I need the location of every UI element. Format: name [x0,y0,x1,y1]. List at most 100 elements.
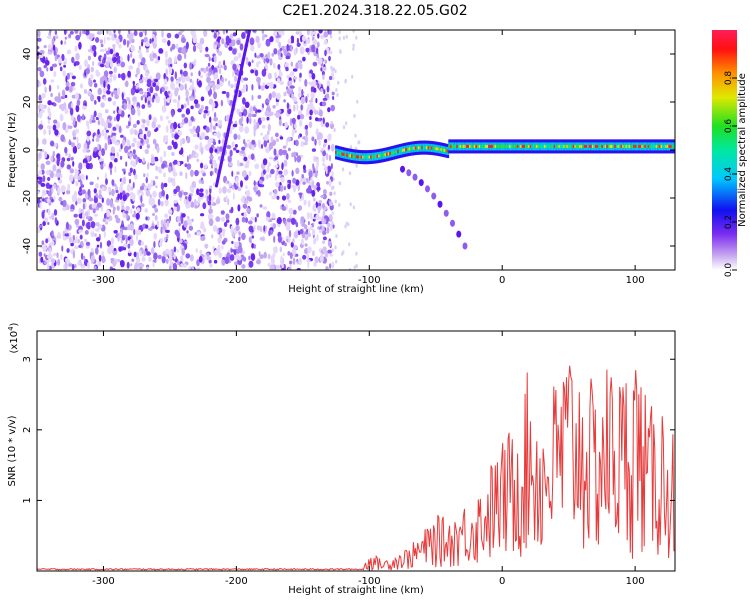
spectrogram-noise-speck [215,30,219,33]
spectrogram-noise-speck [213,132,217,137]
spectrogram-noise-speck [323,89,326,95]
spectrogram-noise-speck [96,202,102,208]
spectrogram-branch-blob [443,209,449,217]
spectrogram-noise-speck [53,119,58,124]
spectrogram-noise-speck [207,138,212,147]
spectrogram-carrier-core [457,144,461,148]
spectrogram-noise-speck [199,37,205,45]
spectrogram-noise-speck [279,80,284,86]
spectrogram-noise-speck [144,148,150,155]
spectrogram-noise-speck [179,161,184,165]
spectrogram-noise-speck [38,170,43,175]
spectrogram-noise-speck [283,99,286,103]
spectrogram-noise-speck [136,120,140,125]
spectrogram-noise-speck [143,133,147,140]
spectrogram-noise-speck [80,252,84,260]
spectrogram-noise-speck [47,51,52,55]
spectrogram-noise-speck [296,261,300,265]
spectrogram-noise-speck [228,162,233,167]
spectrogram-noise-speck [236,182,239,187]
spectrogram-noise-speck [65,86,70,91]
spectrogram-carrier-core [488,144,491,148]
spectrogram-noise-speck [185,253,191,259]
spectrogram-noise-speck [323,39,328,45]
spectrogram-noise-speck [123,176,126,185]
spectrogram-carrier-core [545,144,549,148]
spectrogram-noise-speck [124,210,129,214]
spectrogram-noise-speck [123,38,127,46]
spectrogram-noise-speck [139,31,143,38]
spectrogram-noise-speck [88,79,93,87]
spectrogram-noise-speck [296,37,299,45]
spectrogram-noise-speck [114,214,119,219]
spectrogram-noise-speck [249,107,253,112]
spectrogram-noise-speck [271,91,277,98]
spectrogram-noise-speck [238,246,243,254]
spectrogram-noise-speck [288,267,292,270]
spectrogram-noise-speck [297,205,303,211]
spectrogram-noise-speck [42,221,46,227]
spectrogram-noise-speck [283,168,288,176]
snr-multiplier: (x104) [7,322,20,353]
spectrogram-noise-speck [278,41,281,49]
spectrogram-noise-speck [64,128,69,133]
spectrogram-noise-speck [272,62,276,69]
spectrogram-noise-speck [133,168,136,176]
spectrogram-noise-speck [232,63,237,71]
spectrogram-noise-speck [83,162,87,167]
spectrogram-noise-speck [289,252,293,260]
spectrogram-noise-speck [192,45,197,52]
spectrogram-noise-speck [129,116,132,122]
spectrogram-noise-speck [285,66,289,72]
spectrogram-noise-speck [38,152,42,159]
spectrogram-noise-speck [64,40,67,45]
spectrogram-carrier-core [566,144,569,148]
spectrogram-noise-speck [100,48,105,53]
spectrogram-noise-speck [43,246,47,250]
spectrogram-noise-speck [199,188,204,193]
spectrogram-noise-speck [210,214,214,219]
spectrogram-noise-speck [62,206,67,212]
spectrogram-noise-speck [166,220,170,227]
spectrogram-noise-speck [59,254,63,260]
spectrogram-noise-speck [51,240,55,246]
spectrogram-noise-speck [43,129,47,136]
spectrogram-carrier-core [411,146,415,150]
spectrogram-noise-speck [128,171,132,177]
spectrogram-noise-speck [157,254,162,260]
spectrogram-noise-speck [165,229,170,233]
spectrogram-noise-speck [298,86,301,93]
spectrogram-noise-speck [206,256,212,261]
spectrogram-noise-speck [268,156,274,160]
spectrogram-noise-speck [64,258,69,263]
spectrogram-noise-speck [58,196,63,202]
spectrogram-noise-speck [123,226,128,231]
spectrogram-noise-speck [244,101,250,109]
spectrogram-noise-speck [254,216,257,223]
spectrogram-noise-speck [216,228,219,235]
spectrogram-noise-speck [189,128,192,132]
spectrogram-noise-speck [118,30,121,35]
spectrogram-carrier-core [646,144,649,148]
spectrogram-noise-speck [212,196,215,200]
spectrogram-noise-speck [251,147,255,151]
spectrogram-noise-speck [214,41,219,46]
spectrogram-noise-speck [138,53,143,59]
spectrogram-noise-speck [60,40,63,45]
spectrogram-noise-speck [191,33,197,39]
spectrogram-carrier-core [555,144,558,148]
spectrogram-noise-speck [232,192,235,201]
spectrogram-noise-speck [314,256,319,264]
spectrogram-noise-speck [229,33,234,39]
spectrogram-noise-speck [139,185,144,191]
spectrogram-noise-speck [212,182,216,187]
spectrogram-noise-speck [121,92,124,101]
spectrogram-carrier-core [440,148,443,152]
spectrogram-noise-speck [54,129,59,136]
spectrogram-noise-speck [164,90,168,97]
spectrogram-noise-speck [214,148,218,153]
spectrogram-noise-speck [172,193,177,197]
spectrogram-noise-speck [132,58,135,64]
spectrogram-noise-speck [281,206,287,211]
spectrogram-carrier-core [534,144,537,148]
